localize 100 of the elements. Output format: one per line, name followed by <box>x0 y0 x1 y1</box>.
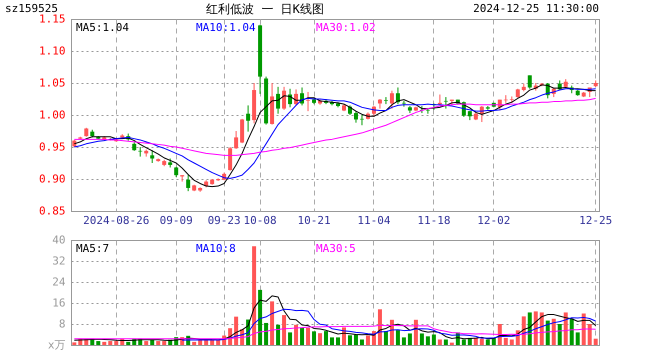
y-tick-label: 24 <box>52 276 66 288</box>
bar <box>312 331 316 345</box>
x-tick-label: 11-04 <box>357 214 391 227</box>
bar <box>564 312 568 345</box>
y-tick-label: 8 <box>58 318 66 330</box>
candlestick <box>234 130 238 150</box>
candlestick <box>390 90 394 110</box>
text: sz159525 <box>5 2 58 15</box>
bar <box>396 330 400 345</box>
bar <box>270 301 274 345</box>
bar <box>594 338 598 345</box>
bar <box>426 336 430 345</box>
bar <box>462 339 466 345</box>
bar <box>558 324 562 345</box>
bar <box>402 337 406 345</box>
x-tick-label: 12-02 <box>477 214 510 227</box>
bar <box>282 315 286 345</box>
y-tick-label: 1.00 <box>39 108 66 122</box>
candlestick <box>504 94 508 104</box>
bar <box>306 328 310 345</box>
bar <box>420 333 424 345</box>
bar <box>144 341 148 345</box>
x-tick-label: 11-18 <box>417 214 450 227</box>
bar <box>156 341 160 345</box>
candlestick <box>186 174 190 192</box>
y-tick-label: 40 <box>52 234 66 246</box>
x-tick-label: 10-21 <box>297 214 331 227</box>
bar <box>378 309 382 345</box>
bar <box>438 339 442 345</box>
text: MA5:7 <box>76 242 110 255</box>
bar <box>480 338 484 345</box>
bar <box>294 324 298 345</box>
candlestick <box>528 74 532 90</box>
candlestick <box>174 166 178 178</box>
bar <box>384 331 388 345</box>
candlestick <box>228 146 232 172</box>
bar <box>576 332 580 345</box>
bar <box>354 334 358 345</box>
candlestick <box>396 86 400 105</box>
line-series <box>74 295 596 342</box>
bar <box>126 342 130 345</box>
y-tick-label: 32 <box>52 254 66 268</box>
y-tick-label: 0.95 <box>39 140 66 154</box>
y-tick-label: 1.05 <box>39 76 66 90</box>
bar <box>324 331 328 345</box>
bar <box>72 342 76 345</box>
chart-title: 红利低波 一 日K线图 <box>206 2 324 16</box>
x-tick-label: 10-08 <box>244 214 277 227</box>
x-tick-label: 09-23 <box>208 214 241 227</box>
bar <box>474 338 478 345</box>
candlestick <box>282 86 286 110</box>
bar <box>276 324 280 345</box>
bar <box>300 328 304 345</box>
bar <box>318 333 322 345</box>
y-tick-label: 0.90 <box>39 172 66 186</box>
text: MA10:8 <box>196 242 236 255</box>
text: 2024-12-25 11:30:00 <box>473 2 599 15</box>
bar <box>504 338 508 345</box>
text: MA5:1.04 <box>76 21 130 34</box>
y-tick-label: 1.15 <box>39 12 66 26</box>
bar <box>588 324 592 345</box>
x-tick-label: 09-09 <box>160 214 193 227</box>
bar <box>546 320 550 345</box>
bar <box>366 336 370 345</box>
candlestick <box>150 150 154 164</box>
bar <box>570 318 574 345</box>
bar <box>444 339 448 345</box>
bar <box>510 339 514 345</box>
candlestick <box>354 110 358 124</box>
bar <box>348 335 352 345</box>
candlestick <box>246 104 250 132</box>
candlestick <box>240 118 244 144</box>
bar <box>288 332 292 345</box>
text: MA30:5 <box>316 242 356 255</box>
bar <box>408 333 412 345</box>
bar <box>432 334 436 345</box>
bar <box>192 342 196 345</box>
text: MA30:1.02 <box>316 21 376 34</box>
bar <box>528 312 532 345</box>
y-tick-label: 16 <box>52 296 66 310</box>
bar <box>96 341 100 345</box>
bar <box>102 342 106 345</box>
bar <box>360 339 364 345</box>
bar <box>540 312 544 345</box>
bar <box>162 341 166 345</box>
bar <box>336 337 340 345</box>
candlestick <box>276 86 280 114</box>
bar <box>264 322 268 345</box>
x-tick-label: 12-25 <box>579 214 612 227</box>
bar <box>252 246 256 345</box>
y-tick-label: x万 <box>48 338 66 352</box>
y-tick-label: 0.85 <box>39 204 66 218</box>
line-series <box>74 98 596 156</box>
line-series <box>182 308 596 341</box>
text: MA10:1.04 <box>196 21 256 34</box>
candlestick <box>378 98 382 110</box>
line-series <box>74 324 596 340</box>
bar <box>258 290 262 345</box>
bar <box>486 339 490 345</box>
y-tick-label: 1.10 <box>39 44 66 58</box>
